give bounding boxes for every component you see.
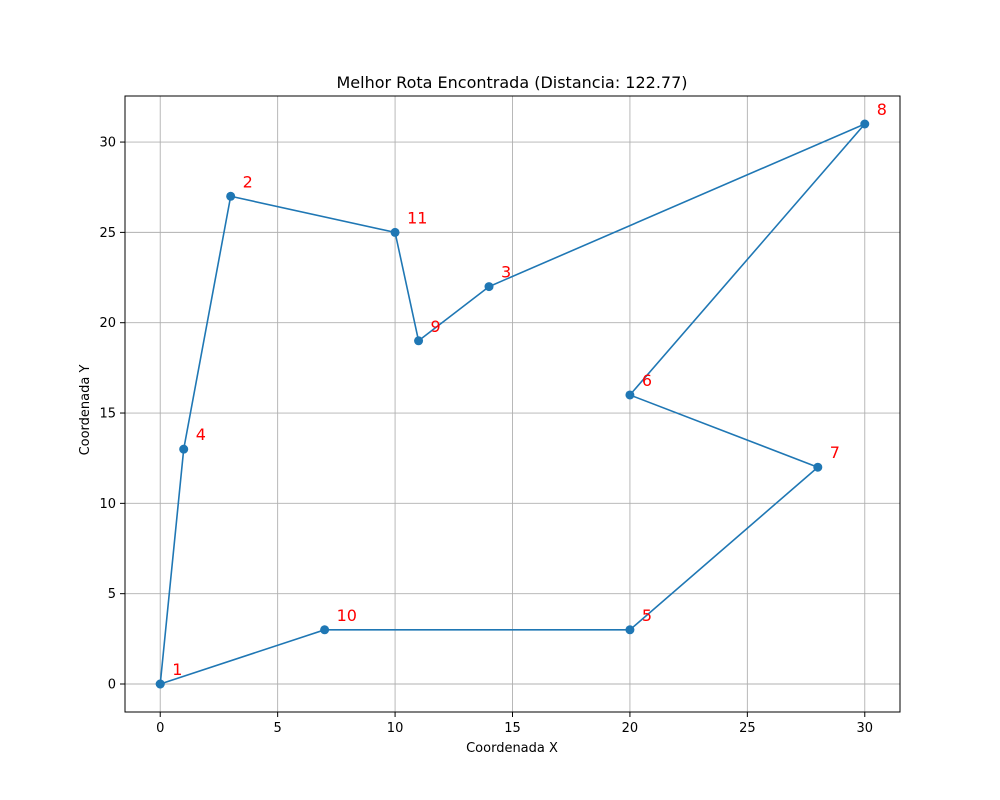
x-tick-label: 15 xyxy=(504,721,521,736)
route-markers xyxy=(155,119,870,689)
route-point xyxy=(179,444,189,454)
route-point xyxy=(813,462,823,472)
y-axis-label: Coordenada Y xyxy=(78,365,93,456)
route-point xyxy=(625,390,635,400)
route-point xyxy=(484,282,494,292)
x-tick-label: 25 xyxy=(739,721,756,736)
point-label: 1 xyxy=(172,660,182,679)
y-tick-label: 25 xyxy=(99,226,116,241)
route-point xyxy=(320,625,330,635)
y-tick-label: 15 xyxy=(99,407,116,422)
point-label: 3 xyxy=(501,263,511,282)
y-tick-label: 5 xyxy=(108,587,116,602)
y-tick-label: 30 xyxy=(99,136,116,151)
point-label: 4 xyxy=(196,425,206,444)
route-point xyxy=(155,679,165,689)
point-label: 6 xyxy=(642,371,652,390)
x-tick-label: 20 xyxy=(622,721,639,736)
route-point xyxy=(625,625,635,635)
y-tick-label: 20 xyxy=(99,316,116,331)
point-labels: 1 4 2 11 9 3 8 6 7 5 10 xyxy=(172,100,887,679)
point-label: 7 xyxy=(830,443,840,462)
route-point xyxy=(860,119,870,129)
route-polyline xyxy=(159,123,866,685)
y-tick-label: 0 xyxy=(108,678,116,693)
point-label: 2 xyxy=(243,172,253,191)
route-point xyxy=(390,227,400,237)
point-label: 10 xyxy=(337,606,357,625)
chart-title: Melhor Rota Encontrada (Distancia: 122.7… xyxy=(336,73,687,92)
y-tick-label: 10 xyxy=(99,497,116,512)
x-tick-label: 0 xyxy=(156,721,164,736)
route-line xyxy=(159,123,866,685)
route-point xyxy=(414,336,424,346)
point-label: 8 xyxy=(877,100,887,119)
point-label: 5 xyxy=(642,606,652,625)
x-tick-label: 5 xyxy=(274,721,282,736)
x-axis-label: Coordenada X xyxy=(466,741,558,756)
route-point xyxy=(226,191,236,201)
x-tick-label: 30 xyxy=(856,721,873,736)
x-tick-label: 10 xyxy=(387,721,404,736)
point-label: 11 xyxy=(407,208,427,227)
point-label: 9 xyxy=(431,317,441,336)
